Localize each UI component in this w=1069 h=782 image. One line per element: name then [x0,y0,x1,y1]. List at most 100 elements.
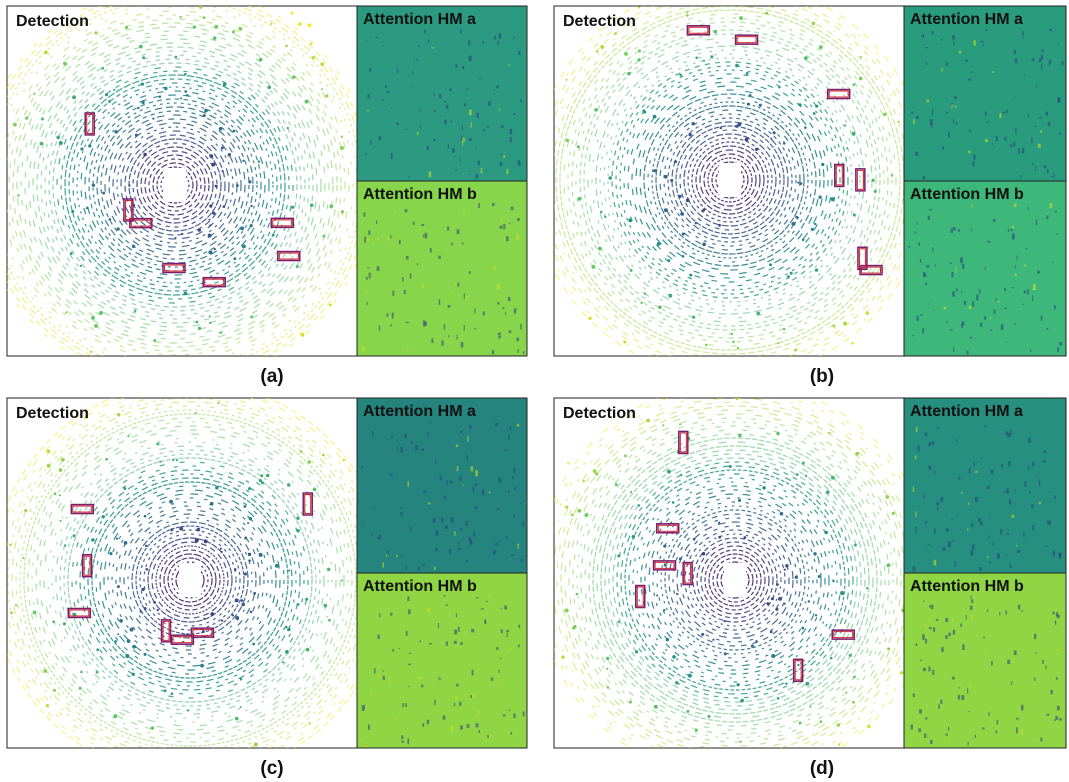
lidar-point [129,627,134,632]
lidar-ring [575,25,885,335]
heatmap-speckle [488,101,491,106]
lidar-ring [703,153,757,207]
heatmap-speckle [926,265,930,268]
lidar-point [670,178,674,183]
heatmap-speckle [482,41,484,45]
heatmap-speckle [509,137,512,143]
lidar-ring [651,101,809,259]
lidar-point [765,386,769,390]
heatmap-speckle [390,235,392,239]
lidar-point [250,204,253,208]
lidar-point [261,481,264,485]
heatmap-speckle [930,604,934,610]
heatmap-speckle [1018,147,1020,154]
lidar-point [745,71,749,75]
heatmap-speckle [991,660,993,666]
heatmap-speckle [915,511,917,517]
lidar-ring [104,114,246,256]
lidar-point [548,496,551,499]
heatmap-speckle [1016,727,1018,734]
lidar-ring [159,549,221,611]
lidar-ring [83,473,297,687]
lidar-ring [72,82,278,288]
lidar-point [646,418,650,423]
lidar-point [686,709,690,713]
lidar-point [572,626,576,630]
detection-label: Detection [563,405,636,422]
lidar-point [606,686,610,689]
lidar-point [117,413,121,417]
heatmap-speckle [453,702,456,707]
lidar-point [243,572,247,576]
heatmap-speckle [923,495,926,498]
heatmap-speckle [378,674,381,678]
heatmap-speckle [1043,165,1047,169]
lidar-ring [87,477,293,683]
heatmap-speckle [981,727,985,730]
lidar-point [614,32,617,35]
lidar-point [836,723,841,727]
heatmap-speckle [1006,341,1008,343]
heatmap-speckle [986,486,990,490]
lidar-point [676,592,679,596]
lidar-point [311,56,315,60]
lidar-ring [591,41,869,319]
heatmap-speckle [480,167,483,174]
heatmap-a [356,397,528,574]
lidar-point [798,103,802,107]
lidar-point [72,534,76,538]
lidar-point [218,127,223,131]
lidar-ring [152,162,198,208]
heatmap-speckle [1023,290,1027,294]
box-pred [124,199,132,220]
lidar-point [85,206,89,210]
heatmap-speckle [412,71,414,75]
lidar-point [705,343,708,347]
lidar-point [631,534,636,539]
heatmap-speckle [374,668,376,674]
heatmap-speckle [960,257,963,263]
heatmap-speckle [978,518,981,523]
heatmap-speckle [408,663,411,666]
box-gt [857,246,868,271]
lidar-ring [628,473,842,687]
heatmap-speckle [468,536,471,541]
heatmap-speckle [927,543,931,545]
heatmap-speckle [441,340,444,346]
lidar-ring [108,118,242,252]
box-gt [202,276,226,288]
heatmap-speckle [511,554,515,556]
box-gt [162,262,186,274]
lidar-point [253,591,257,595]
lidar-point [744,137,749,142]
heatmap-speckle [517,543,520,549]
heatmap-speckle [508,222,511,225]
heatmap-speckle [362,521,364,525]
lidar-point [84,415,88,420]
heatmap-speckle [924,717,928,720]
lidar-ring [579,29,881,331]
heatmap-speckle [506,632,508,638]
lidar-point [614,483,618,487]
lidar-point [851,131,856,136]
lidar-point [821,162,825,167]
heatmap-speckle [929,119,933,126]
lidar-point [145,567,149,571]
lidar-point [220,619,224,622]
heatmap-speckle [500,657,502,660]
lidar-ring [139,529,241,631]
lidar-point [46,449,51,454]
heatmap-speckle [968,305,972,310]
lidar-point [576,145,580,149]
heatmap-speckle [469,425,472,429]
heatmap-speckle [488,491,491,494]
lidar-ring [35,425,345,735]
lidar-ring [19,409,357,748]
heatmap-speckle [917,445,920,452]
heatmap-speckle [941,68,943,72]
heatmap-speckle [918,242,921,246]
lidar-point [604,215,607,219]
box-pred [162,620,170,641]
lidar-point [783,602,786,605]
heatmap-speckle [402,703,404,708]
